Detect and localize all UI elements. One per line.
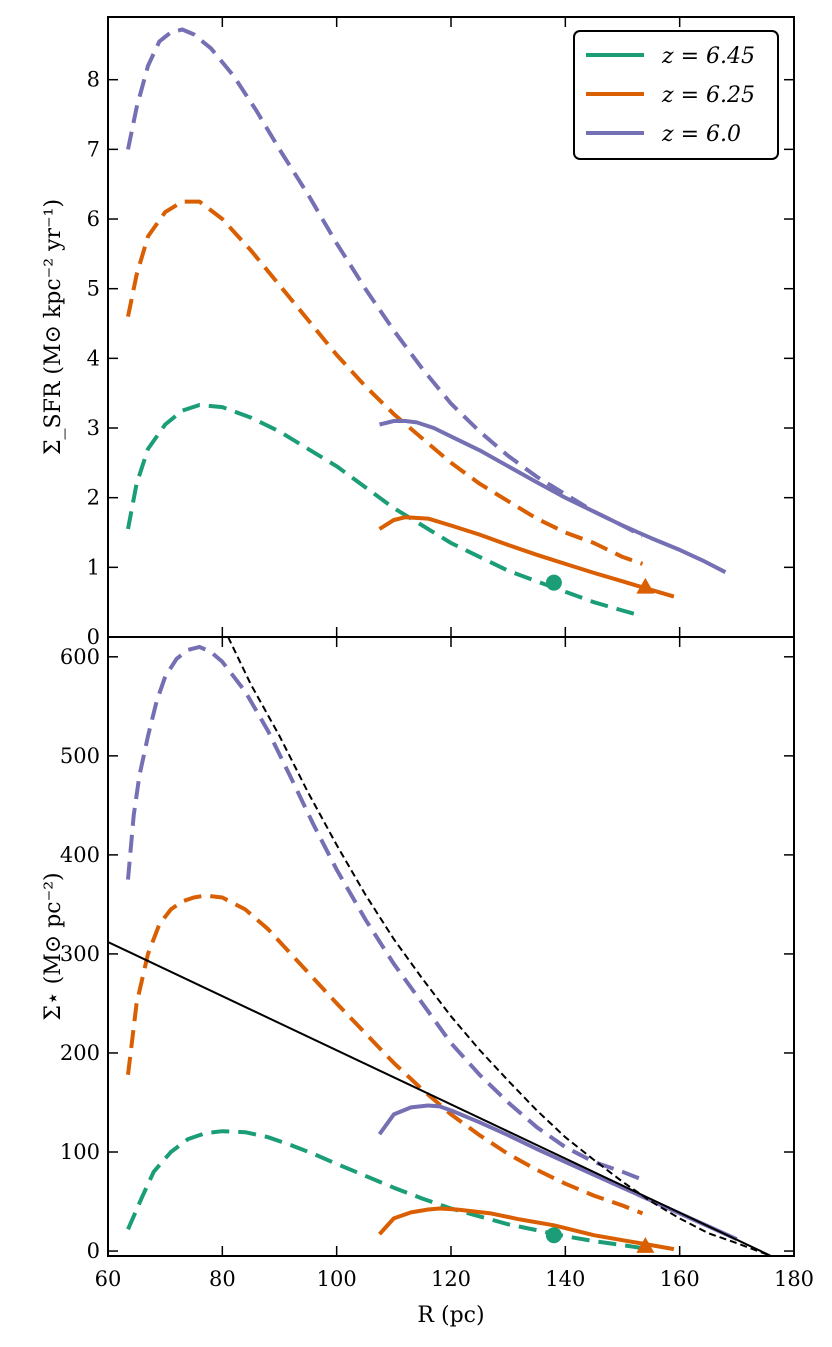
- y-tick-label: 500: [60, 744, 100, 768]
- x-tick-label: 120: [431, 1267, 471, 1291]
- y-tick-label: 8: [87, 68, 100, 92]
- series-line-z-6-25-dashed: [126, 893, 644, 1216]
- series-line-exponential-fit: [227, 637, 772, 1256]
- legend-box: [573, 30, 779, 160]
- series-line-z-6-0-dashed: [126, 27, 644, 538]
- y-axis-label: Σ_SFR (M⊙ kpc⁻² yr⁻¹): [41, 199, 66, 455]
- legend: z = 6.45 z = 6.25 z = 6.0: [573, 30, 779, 160]
- y-tick-label: 4: [87, 346, 100, 370]
- y-tick-label: 7: [87, 137, 100, 161]
- series-line-z-6-45-dashed: [126, 403, 644, 619]
- series-line-z-6-0-solid: [379, 419, 727, 574]
- marker-circle-z-6-45: [545, 574, 562, 591]
- series-line-z-6-25-solid: [378, 515, 675, 599]
- bottom-panel-stellar: 0 100 200 300 400 500 600 60 80 100 120 140 160 180 Σ⋆…: [41, 636, 814, 1328]
- x-tick-label: 180: [774, 1267, 814, 1291]
- y-axis-label: Σ⋆ (M⊙ pc⁻²): [41, 872, 66, 1020]
- y-tick-label: 200: [60, 1041, 100, 1065]
- plot-area: [126, 27, 727, 619]
- x-tick-label: 60: [95, 1267, 122, 1291]
- y-tick-label: 100: [60, 1140, 100, 1164]
- x-axis-label: R (pc): [417, 1303, 484, 1328]
- series-line-z-6-0-dashed: [126, 644, 644, 1182]
- plot-area: [108, 637, 772, 1256]
- series-line-linear-fit: [108, 941, 772, 1256]
- marker-triangle-z-6-25: [636, 1237, 655, 1253]
- y-tick-label: 0: [87, 1239, 100, 1263]
- y-tick-label: 6: [87, 207, 100, 231]
- legend-label-z-6-0: z = 6.0: [661, 122, 741, 147]
- series-line-z-6-25-solid: [378, 1206, 675, 1252]
- x-tick-label: 160: [660, 1267, 700, 1291]
- y-tick-label: 400: [60, 843, 100, 867]
- y-tick-label: 0: [87, 625, 100, 649]
- marker-triangle-z-6-25: [636, 577, 655, 594]
- legend-label-z-6-25: z = 6.25: [661, 83, 755, 108]
- y-tick-label: 300: [60, 942, 100, 966]
- legend-label-z-6-45: z = 6.45: [661, 44, 755, 69]
- axes-frame: [107, 636, 795, 1257]
- y-tick-label: 1: [87, 555, 100, 579]
- y-tick-label: 5: [87, 277, 100, 301]
- y-tick-label: 600: [60, 645, 100, 669]
- x-tick-label: 80: [209, 1267, 236, 1291]
- y-tick-label: 3: [87, 416, 100, 440]
- y-tick-label: 2: [87, 486, 100, 510]
- marker-circle-z-6-45: [545, 1227, 562, 1244]
- series-line-z-6-45-dashed: [126, 1129, 643, 1251]
- x-tick-label: 140: [545, 1267, 585, 1291]
- x-tick-label: 100: [317, 1267, 357, 1291]
- series-line-z-6-25-dashed: [126, 199, 644, 566]
